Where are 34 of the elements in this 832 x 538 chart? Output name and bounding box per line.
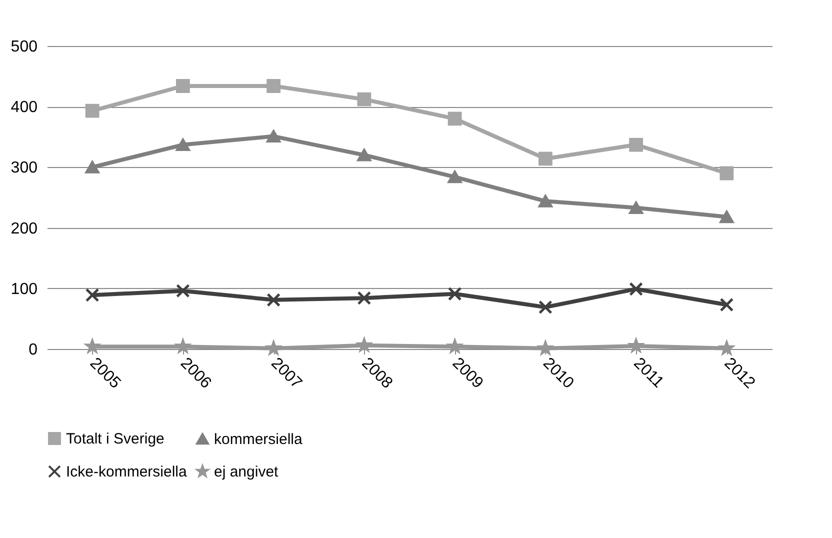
point [357,291,372,306]
point [720,298,734,312]
point [85,161,100,174]
legend-label: Totalt i Sverige [66,430,164,448]
point [538,300,552,314]
point [176,79,190,93]
y-tick-label: 500 [10,38,38,56]
point [176,138,190,151]
point [448,170,462,184]
point [538,152,552,166]
y-tick-label: 100 [10,280,38,298]
y-tick-label: 300 [10,160,38,177]
point [448,112,462,126]
point [266,292,281,307]
y-tick-label: 0 [28,342,38,358]
point [629,138,644,152]
legend-label: ej angivet [214,464,280,480]
point [629,202,644,214]
point [266,130,281,142]
point [85,288,100,302]
point [448,286,462,301]
point [266,79,281,93]
point [357,148,372,162]
y-tick-label: 200 [10,220,38,238]
legend-label: Icke-kommersiella [66,464,188,480]
point [85,104,100,118]
point [357,92,372,106]
legend-label: kommersiella [214,430,304,448]
point [720,210,734,224]
point [720,166,734,180]
y-tick-label: 400 [10,99,38,116]
point [629,282,644,296]
point [176,284,190,298]
point [538,194,552,208]
